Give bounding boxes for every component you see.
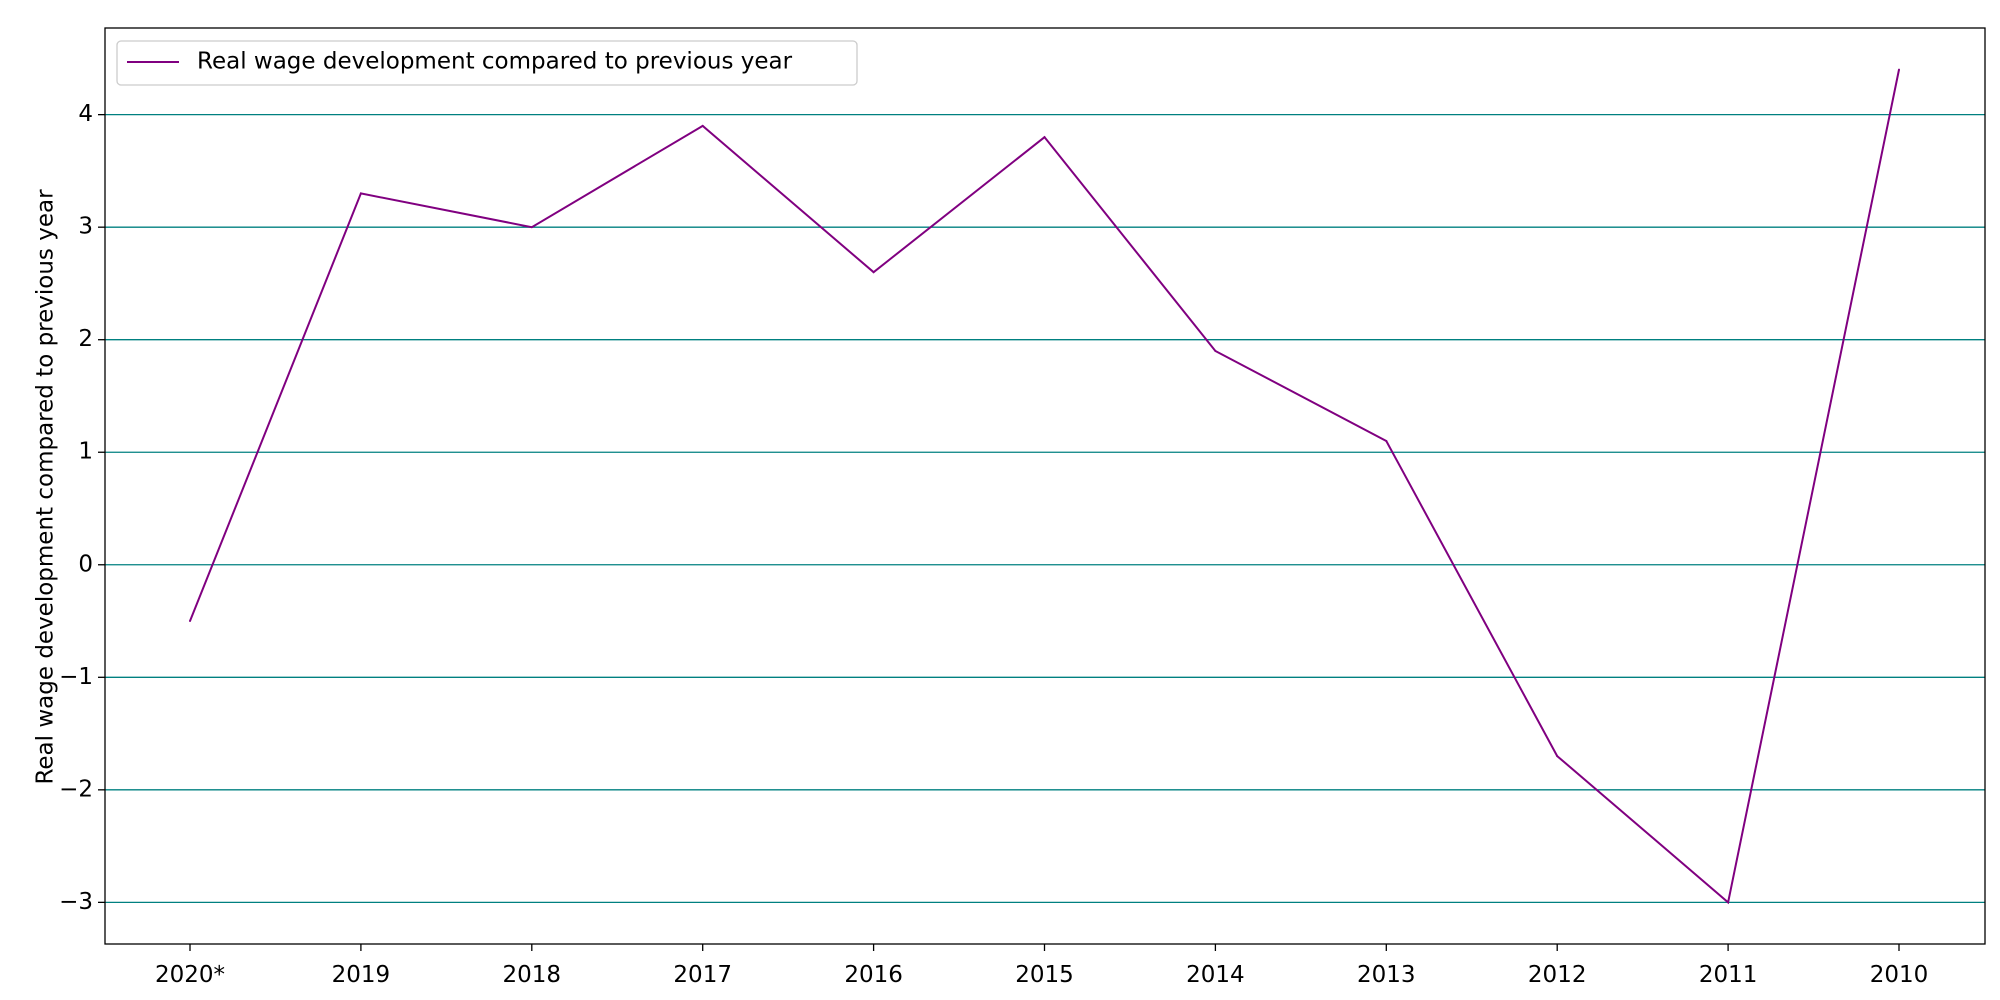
x-tick-label: 2014 — [1186, 962, 1245, 988]
y-tick-label: −3 — [59, 889, 93, 915]
x-tick-label: 2012 — [1528, 962, 1587, 988]
y-tick-label: 3 — [78, 214, 93, 240]
x-tick-label: 2015 — [1015, 962, 1074, 988]
x-tick-label: 2018 — [503, 962, 562, 988]
data-point — [1898, 68, 1900, 71]
data-point — [701, 124, 704, 127]
data-point — [189, 620, 191, 623]
x-tick-label: 2020* — [155, 962, 225, 988]
data-point — [359, 192, 362, 195]
x-tick-label: 2011 — [1699, 962, 1758, 988]
y-tick-label: −2 — [59, 776, 93, 802]
x-axis-ticks: 2020* 2019 2018 2017 2016 2015 2014 2013 2012 201… — [155, 944, 1928, 988]
legend: Real wage development compared to previo… — [116, 40, 858, 86]
x-tick-label: 2016 — [844, 962, 903, 988]
y-grid — [105, 113, 1985, 904]
data-point — [1385, 439, 1388, 442]
data-point — [1043, 136, 1046, 139]
y-tick-label: −1 — [59, 664, 93, 690]
y-tick-label: 4 — [78, 101, 93, 127]
x-tick-label: 2017 — [673, 962, 732, 988]
data-point — [872, 271, 875, 274]
series-layer — [189, 68, 1900, 905]
data-point — [530, 226, 533, 229]
y-axis-ticks: −3 −2 −1 0 1 2 3 4 — [59, 101, 105, 915]
data-point — [1556, 755, 1559, 758]
data-point — [1727, 901, 1730, 904]
data-point — [1214, 349, 1217, 352]
x-tick-label: 2010 — [1870, 962, 1929, 988]
plot-frame — [104, 27, 1986, 945]
y-tick-label: 1 — [78, 439, 93, 465]
x-tick-label: 2013 — [1357, 962, 1416, 988]
legend-box — [116, 40, 858, 86]
y-tick-label: 2 — [78, 326, 93, 352]
y-axis-label: Real wage development compared to previo… — [33, 189, 59, 785]
legend-label: Real wage development compared to previo… — [197, 49, 793, 75]
x-tick-label: 2019 — [332, 962, 391, 988]
y-tick-label: 0 — [78, 551, 93, 577]
